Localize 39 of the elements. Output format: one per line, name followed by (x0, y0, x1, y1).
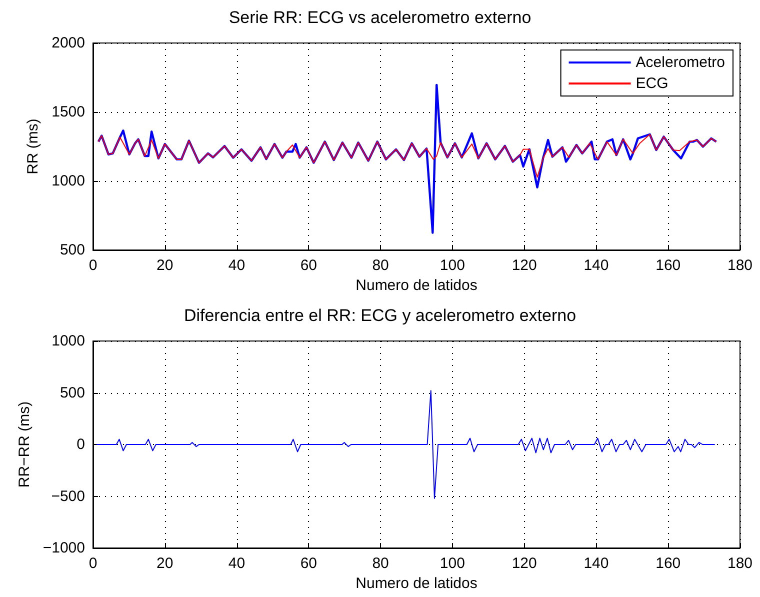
x-tick-label: 40 (228, 555, 246, 572)
legend-label: ECG (636, 75, 668, 92)
x-tick-label: 80 (372, 555, 389, 572)
x-tick-label: 180 (727, 555, 753, 572)
x-tick-label: 0 (88, 257, 98, 274)
y-tick-label: −1000 (42, 540, 85, 556)
y-tick-label: −500 (51, 488, 85, 505)
chart-title: Diferencia entre el RR: ECG y acelerometro externo (184, 306, 576, 325)
x-tick-label: 0 (88, 555, 98, 572)
y-tick-label: 1000 (52, 332, 85, 350)
y-axis-title: RR−RR (ms) (16, 401, 33, 488)
x-tick-label: 160 (656, 555, 681, 572)
y-axis-title: RR (ms) (24, 118, 42, 174)
x-axis-title: Numero de latidos (356, 574, 478, 592)
y-tick-label: 500 (60, 242, 85, 258)
line-series (96, 390, 716, 499)
x-tick-label: 60 (300, 257, 318, 274)
x-tick-label: 160 (656, 257, 681, 274)
x-tick-label: 120 (512, 555, 537, 572)
x-axis-title: Numero de latidos (356, 276, 478, 294)
y-tick-label: 500 (60, 384, 85, 402)
y-tick-label: 2000 (52, 34, 85, 52)
x-tick-label: 20 (156, 257, 174, 274)
line-series (98, 134, 717, 178)
x-tick-label: 140 (584, 257, 609, 274)
x-tick-label: 40 (228, 257, 246, 274)
x-tick-label: 100 (440, 257, 465, 274)
legend-label: Acelerometro (636, 54, 725, 71)
x-tick-label: 80 (372, 257, 389, 274)
y-tick-label: 0 (76, 436, 85, 453)
chart-title: Serie RR: ECG vs acelerometro externo (228, 8, 532, 27)
y-tick-label: 1000 (52, 172, 85, 190)
x-tick-label: 140 (584, 555, 609, 572)
y-tick-label: 1500 (52, 104, 85, 120)
x-tick-label: 120 (512, 257, 537, 274)
x-tick-label: 60 (300, 555, 318, 572)
x-tick-label: 100 (440, 555, 465, 572)
x-tick-label: 180 (727, 257, 753, 274)
x-tick-label: 20 (156, 555, 174, 572)
